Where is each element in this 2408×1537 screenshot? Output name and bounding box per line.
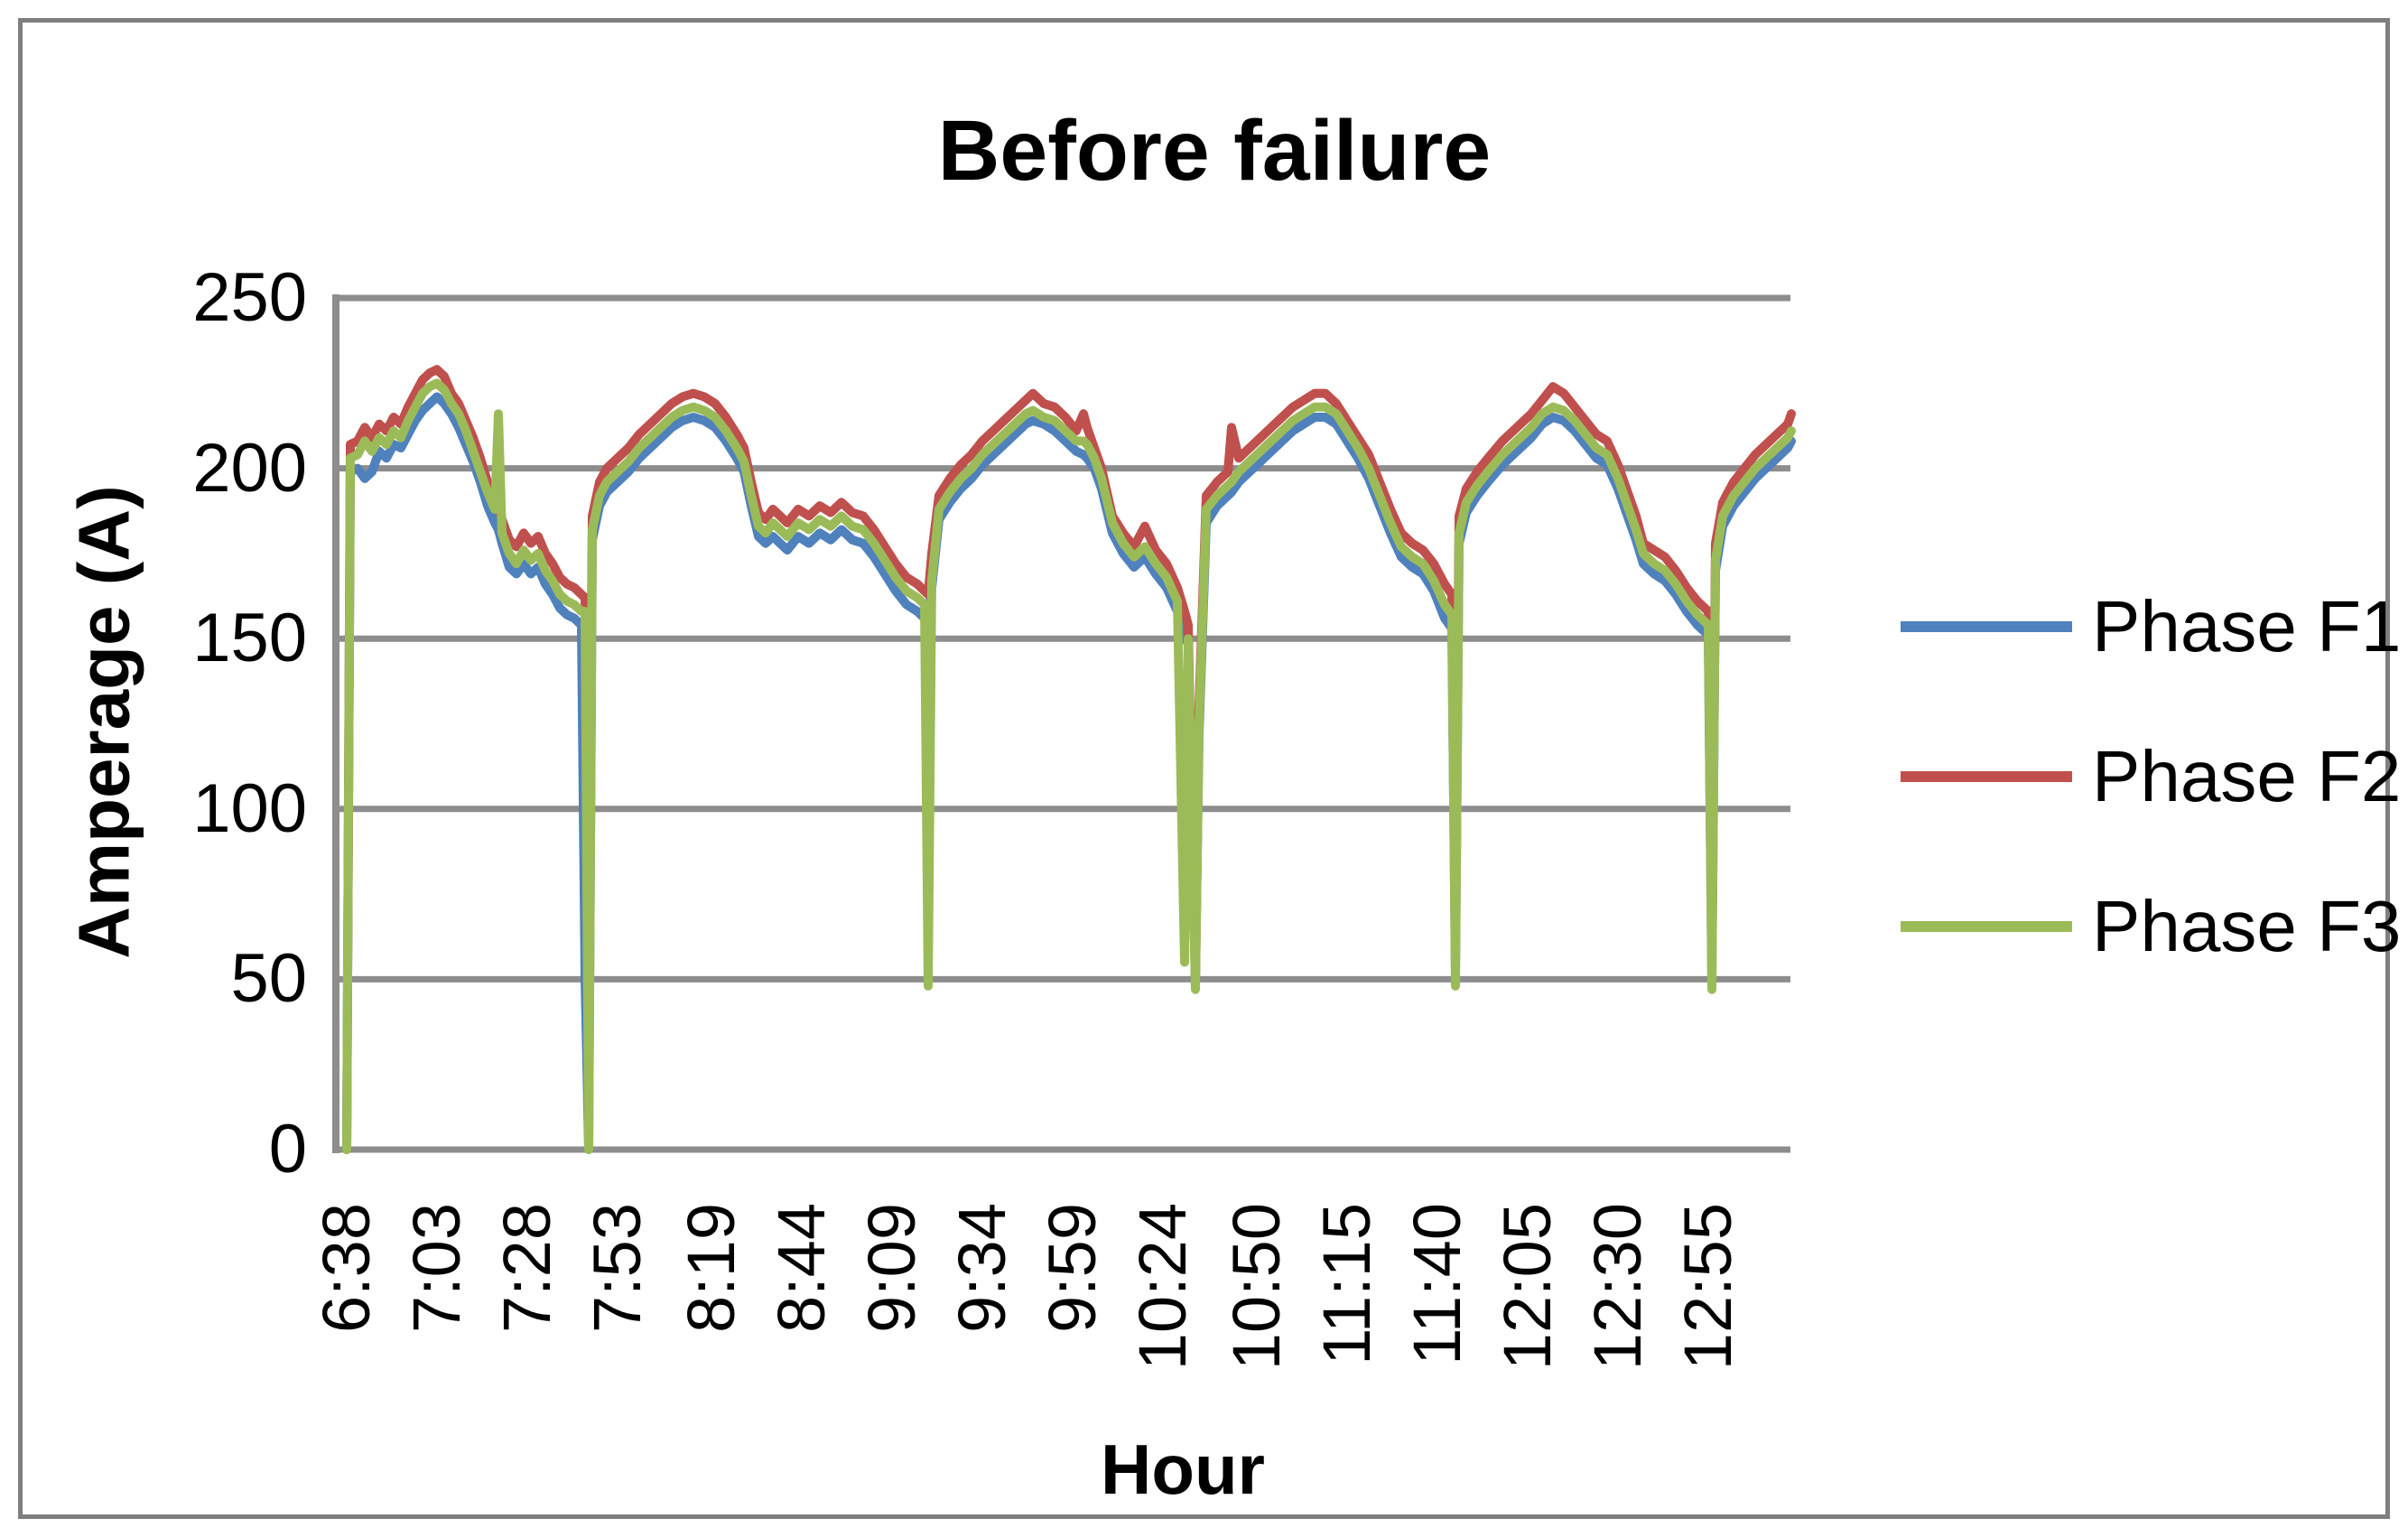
legend-entry-phase-f2: Phase F2: [1901, 735, 2401, 818]
x-tick-label-11-15: 11:15: [1309, 1203, 1384, 1365]
y-tick-label-50: 50: [230, 940, 307, 1018]
x-tick-label-11-40: 11:40: [1399, 1203, 1474, 1365]
x-tick-label-7-03: 7:03: [399, 1203, 474, 1334]
phase-f2-line-swatch: [1901, 771, 2072, 782]
chart-title: Before failure: [937, 103, 1492, 199]
x-tick-label-8-44: 8:44: [764, 1203, 839, 1334]
legend-entry-phase-f1: Phase F1: [1901, 585, 2401, 668]
phase-f3-line-swatch: [1901, 921, 2072, 932]
x-tick-label-9-59: 9:59: [1035, 1203, 1110, 1334]
x-tick-label-9-09: 9:09: [854, 1203, 929, 1334]
phase-f1-line-swatch: [1901, 621, 2072, 632]
legend-label-phase-f1: Phase F1: [2092, 586, 2402, 666]
y-tick-label-250: 250: [192, 259, 307, 336]
x-tick-label-12-30: 12:30: [1580, 1203, 1655, 1371]
x-tick-label-12-05: 12:05: [1490, 1203, 1565, 1371]
figure-border: [18, 18, 2390, 1519]
x-tick-label-12-55: 12:55: [1670, 1203, 1745, 1371]
x-axis-title: Hour: [1101, 1430, 1265, 1509]
x-tick-label-9-34: 9:34: [944, 1203, 1019, 1334]
series-line-phase-f3: [342, 378, 1796, 1154]
x-tick-label-7-53: 7:53: [580, 1203, 655, 1334]
x-tick-label-10-50: 10:50: [1219, 1203, 1294, 1371]
legend-label-phase-f2: Phase F2: [2092, 736, 2402, 816]
x-tick-label-8-19: 8:19: [674, 1203, 748, 1334]
x-tick-label-10-24: 10:24: [1125, 1203, 1200, 1371]
y-tick-label-150: 150: [192, 600, 307, 677]
x-tick-label-7-28: 7:28: [489, 1203, 564, 1334]
y-tick-label-0: 0: [268, 1111, 307, 1188]
y-tick-label-100: 100: [192, 769, 307, 847]
series-line-phase-f1: [342, 392, 1796, 1154]
legend-label-phase-f3: Phase F3: [2092, 886, 2402, 966]
x-tick-label-6-38: 6:38: [309, 1203, 384, 1334]
series-line-phase-f2: [342, 365, 1796, 1154]
legend: Phase F1 Phase F2 Phase F3: [1901, 585, 2401, 1035]
legend-entry-phase-f3: Phase F3: [1901, 885, 2401, 968]
y-tick-label-200: 200: [192, 429, 307, 507]
